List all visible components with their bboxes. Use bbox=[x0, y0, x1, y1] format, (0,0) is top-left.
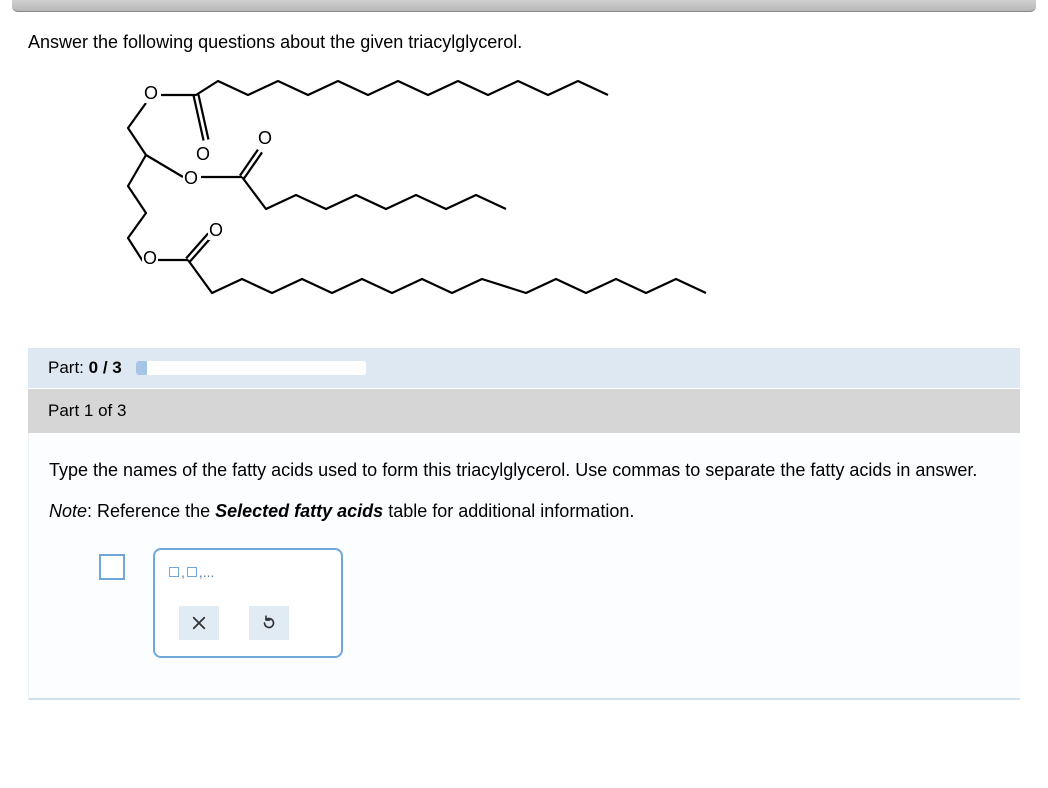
question-page: Answer the following questions about the… bbox=[0, 12, 1048, 740]
svg-text:O: O bbox=[143, 248, 157, 268]
progress-label: Part: 0 / 3 bbox=[48, 358, 122, 378]
placeholder-box-icon bbox=[187, 567, 197, 577]
close-icon bbox=[190, 614, 208, 632]
svg-text:O: O bbox=[209, 220, 223, 240]
reset-button[interactable] bbox=[249, 606, 289, 640]
progress-fill bbox=[136, 361, 148, 375]
question-prompt: Answer the following questions about the… bbox=[28, 32, 1020, 53]
svg-text:O: O bbox=[196, 144, 210, 164]
molecule-structure: OOOOOO bbox=[88, 73, 1020, 328]
answer-area: ,,... bbox=[99, 548, 1000, 658]
svg-text:O: O bbox=[184, 168, 198, 188]
part-header: Part 1 of 3 bbox=[28, 389, 1020, 433]
answer-tool-panel: ,,... bbox=[153, 548, 343, 658]
part-instruction: Type the names of the fatty acids used t… bbox=[49, 457, 1000, 483]
clear-button[interactable] bbox=[179, 606, 219, 640]
answer-checkbox[interactable] bbox=[99, 554, 125, 580]
svg-text:O: O bbox=[144, 83, 158, 103]
placeholder-box-icon bbox=[169, 567, 179, 577]
progress-row: Part: 0 / 3 bbox=[28, 348, 1020, 389]
answer-placeholder[interactable]: ,,... bbox=[169, 564, 327, 580]
part-note: Note: Reference the Selected fatty acids… bbox=[49, 501, 1000, 522]
window-chrome-bar bbox=[12, 0, 1036, 12]
undo-icon bbox=[260, 614, 278, 632]
svg-text:O: O bbox=[258, 128, 272, 148]
progress-track bbox=[136, 361, 366, 375]
part-body: Type the names of the fatty acids used t… bbox=[28, 433, 1020, 700]
